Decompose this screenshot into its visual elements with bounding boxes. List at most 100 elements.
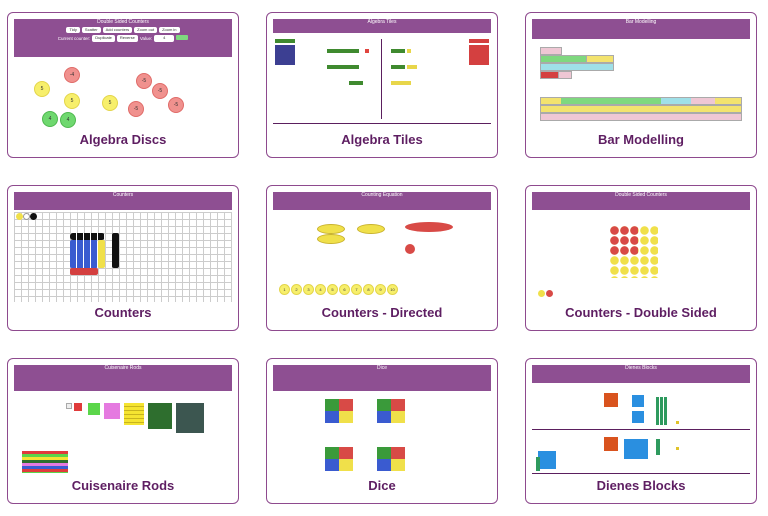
counter[interactable]: 8 bbox=[363, 284, 374, 295]
green-disc[interactable]: 4 bbox=[60, 112, 76, 128]
red-disc[interactable]: -5 bbox=[168, 97, 184, 113]
tile[interactable] bbox=[327, 49, 359, 53]
tile[interactable] bbox=[349, 81, 363, 85]
bar[interactable] bbox=[540, 71, 560, 79]
counter-group[interactable] bbox=[405, 222, 453, 232]
tile[interactable] bbox=[391, 49, 405, 53]
unit-block[interactable] bbox=[676, 421, 679, 424]
tile[interactable] bbox=[327, 65, 359, 69]
rod-block[interactable] bbox=[656, 439, 660, 455]
counter-row[interactable] bbox=[70, 233, 105, 240]
cube-block[interactable] bbox=[604, 437, 618, 451]
green-disc[interactable]: 4 bbox=[42, 111, 58, 127]
reverse-button[interactable]: Reverse bbox=[116, 35, 138, 42]
card-algebra-discs[interactable]: Double Sided Counters Tidy Scatter Add c… bbox=[7, 12, 239, 158]
tile[interactable] bbox=[275, 45, 295, 65]
flat-block[interactable] bbox=[632, 395, 644, 407]
card-dienes-blocks[interactable]: Dienes Blocks Dienes Blocks bbox=[525, 358, 757, 504]
card-algebra-tiles[interactable]: Algebra Tiles Algebra Tiles bbox=[266, 12, 498, 158]
counter-column[interactable] bbox=[98, 240, 105, 268]
card-counters-directed[interactable]: Counting Equation 1 2 3 4 5 6 7 8 9 10 C… bbox=[266, 185, 498, 331]
bar[interactable] bbox=[540, 47, 562, 55]
tile[interactable] bbox=[407, 49, 411, 53]
counter-grid-red[interactable] bbox=[610, 226, 638, 256]
dice-group[interactable] bbox=[377, 447, 405, 471]
card-bar-modelling[interactable]: Bar Modelling Bar Modelling bbox=[525, 12, 757, 158]
counter-column[interactable] bbox=[112, 233, 119, 268]
counter[interactable] bbox=[546, 290, 553, 297]
counter[interactable] bbox=[30, 213, 37, 220]
rod[interactable] bbox=[104, 403, 120, 419]
bar[interactable] bbox=[540, 97, 742, 105]
red-disc[interactable]: -5 bbox=[128, 101, 144, 117]
tile[interactable] bbox=[275, 39, 295, 43]
value-input[interactable]: 4 bbox=[154, 35, 175, 42]
add-counters-button[interactable]: Add counters bbox=[102, 27, 133, 33]
yellow-disc[interactable]: 5 bbox=[34, 81, 50, 97]
dice-group[interactable] bbox=[377, 399, 405, 423]
counter[interactable]: 2 bbox=[291, 284, 302, 295]
card-cuisenaire-rods[interactable]: Cuisenaire Rods Cuisenaire Rods bbox=[7, 358, 239, 504]
value-swatch[interactable] bbox=[176, 35, 189, 40]
counter[interactable]: 6 bbox=[339, 284, 350, 295]
card-counters-double-sided[interactable]: Double Sided Counters Counters - Double … bbox=[525, 185, 757, 331]
rod[interactable] bbox=[66, 403, 72, 409]
bar[interactable] bbox=[540, 113, 742, 121]
counter-block[interactable] bbox=[70, 240, 98, 268]
red-disc[interactable]: -5 bbox=[136, 73, 152, 89]
card-dice[interactable]: Dice Dice bbox=[266, 358, 498, 504]
rod[interactable] bbox=[88, 403, 100, 415]
counter-group[interactable] bbox=[357, 224, 385, 234]
rod[interactable] bbox=[74, 403, 82, 411]
tile[interactable] bbox=[391, 81, 411, 85]
counter-group[interactable] bbox=[317, 224, 345, 234]
dice-group[interactable] bbox=[325, 399, 353, 423]
scatter-button[interactable]: Scatter bbox=[81, 27, 101, 33]
card-counters[interactable]: Counters Counters bbox=[7, 185, 239, 331]
counter[interactable] bbox=[23, 213, 30, 220]
flat-block[interactable] bbox=[538, 451, 556, 469]
tile[interactable] bbox=[469, 39, 489, 43]
rod[interactable] bbox=[124, 403, 144, 425]
bar[interactable] bbox=[586, 55, 614, 63]
tile[interactable] bbox=[365, 49, 369, 53]
flat-block[interactable] bbox=[624, 439, 648, 459]
counter[interactable]: 1 bbox=[279, 284, 290, 295]
unit-block[interactable] bbox=[676, 447, 679, 450]
counter-grid[interactable] bbox=[14, 212, 232, 302]
rod[interactable] bbox=[148, 403, 172, 429]
red-disc[interactable]: -5 bbox=[152, 83, 168, 99]
dice-group[interactable] bbox=[325, 447, 353, 471]
flat-block[interactable] bbox=[632, 411, 644, 423]
counter[interactable]: 10 bbox=[387, 284, 398, 295]
cube-block[interactable] bbox=[604, 393, 618, 407]
red-disc[interactable]: -4 bbox=[64, 67, 80, 83]
bar[interactable] bbox=[540, 55, 588, 63]
bar[interactable] bbox=[540, 105, 742, 113]
counter-group[interactable] bbox=[317, 234, 345, 244]
counter[interactable]: 9 bbox=[375, 284, 386, 295]
bar[interactable] bbox=[558, 71, 572, 79]
rod-stack[interactable] bbox=[22, 451, 68, 473]
zoom-out-button[interactable]: Zoom out bbox=[134, 27, 158, 33]
rod-block[interactable] bbox=[536, 457, 540, 471]
counter[interactable] bbox=[405, 244, 415, 254]
rod[interactable] bbox=[176, 403, 204, 433]
counter[interactable] bbox=[16, 213, 23, 220]
yellow-disc[interactable]: 5 bbox=[64, 93, 80, 109]
counter-row[interactable] bbox=[70, 268, 98, 275]
tile[interactable] bbox=[407, 65, 417, 69]
counter[interactable]: 4 bbox=[315, 284, 326, 295]
counter[interactable]: 3 bbox=[303, 284, 314, 295]
counter[interactable] bbox=[538, 290, 545, 297]
counter[interactable]: 7 bbox=[351, 284, 362, 295]
zoom-in-button[interactable]: Zoom in bbox=[159, 27, 180, 33]
bar[interactable] bbox=[540, 63, 614, 71]
tile[interactable] bbox=[391, 65, 405, 69]
duplicate-button[interactable]: Duplicate bbox=[92, 35, 115, 42]
counter[interactable]: 5 bbox=[327, 284, 338, 295]
yellow-disc[interactable]: 5 bbox=[102, 95, 118, 111]
rod-block[interactable] bbox=[656, 397, 668, 425]
tile[interactable] bbox=[469, 45, 489, 65]
tidy-button[interactable]: Tidy bbox=[66, 27, 80, 33]
